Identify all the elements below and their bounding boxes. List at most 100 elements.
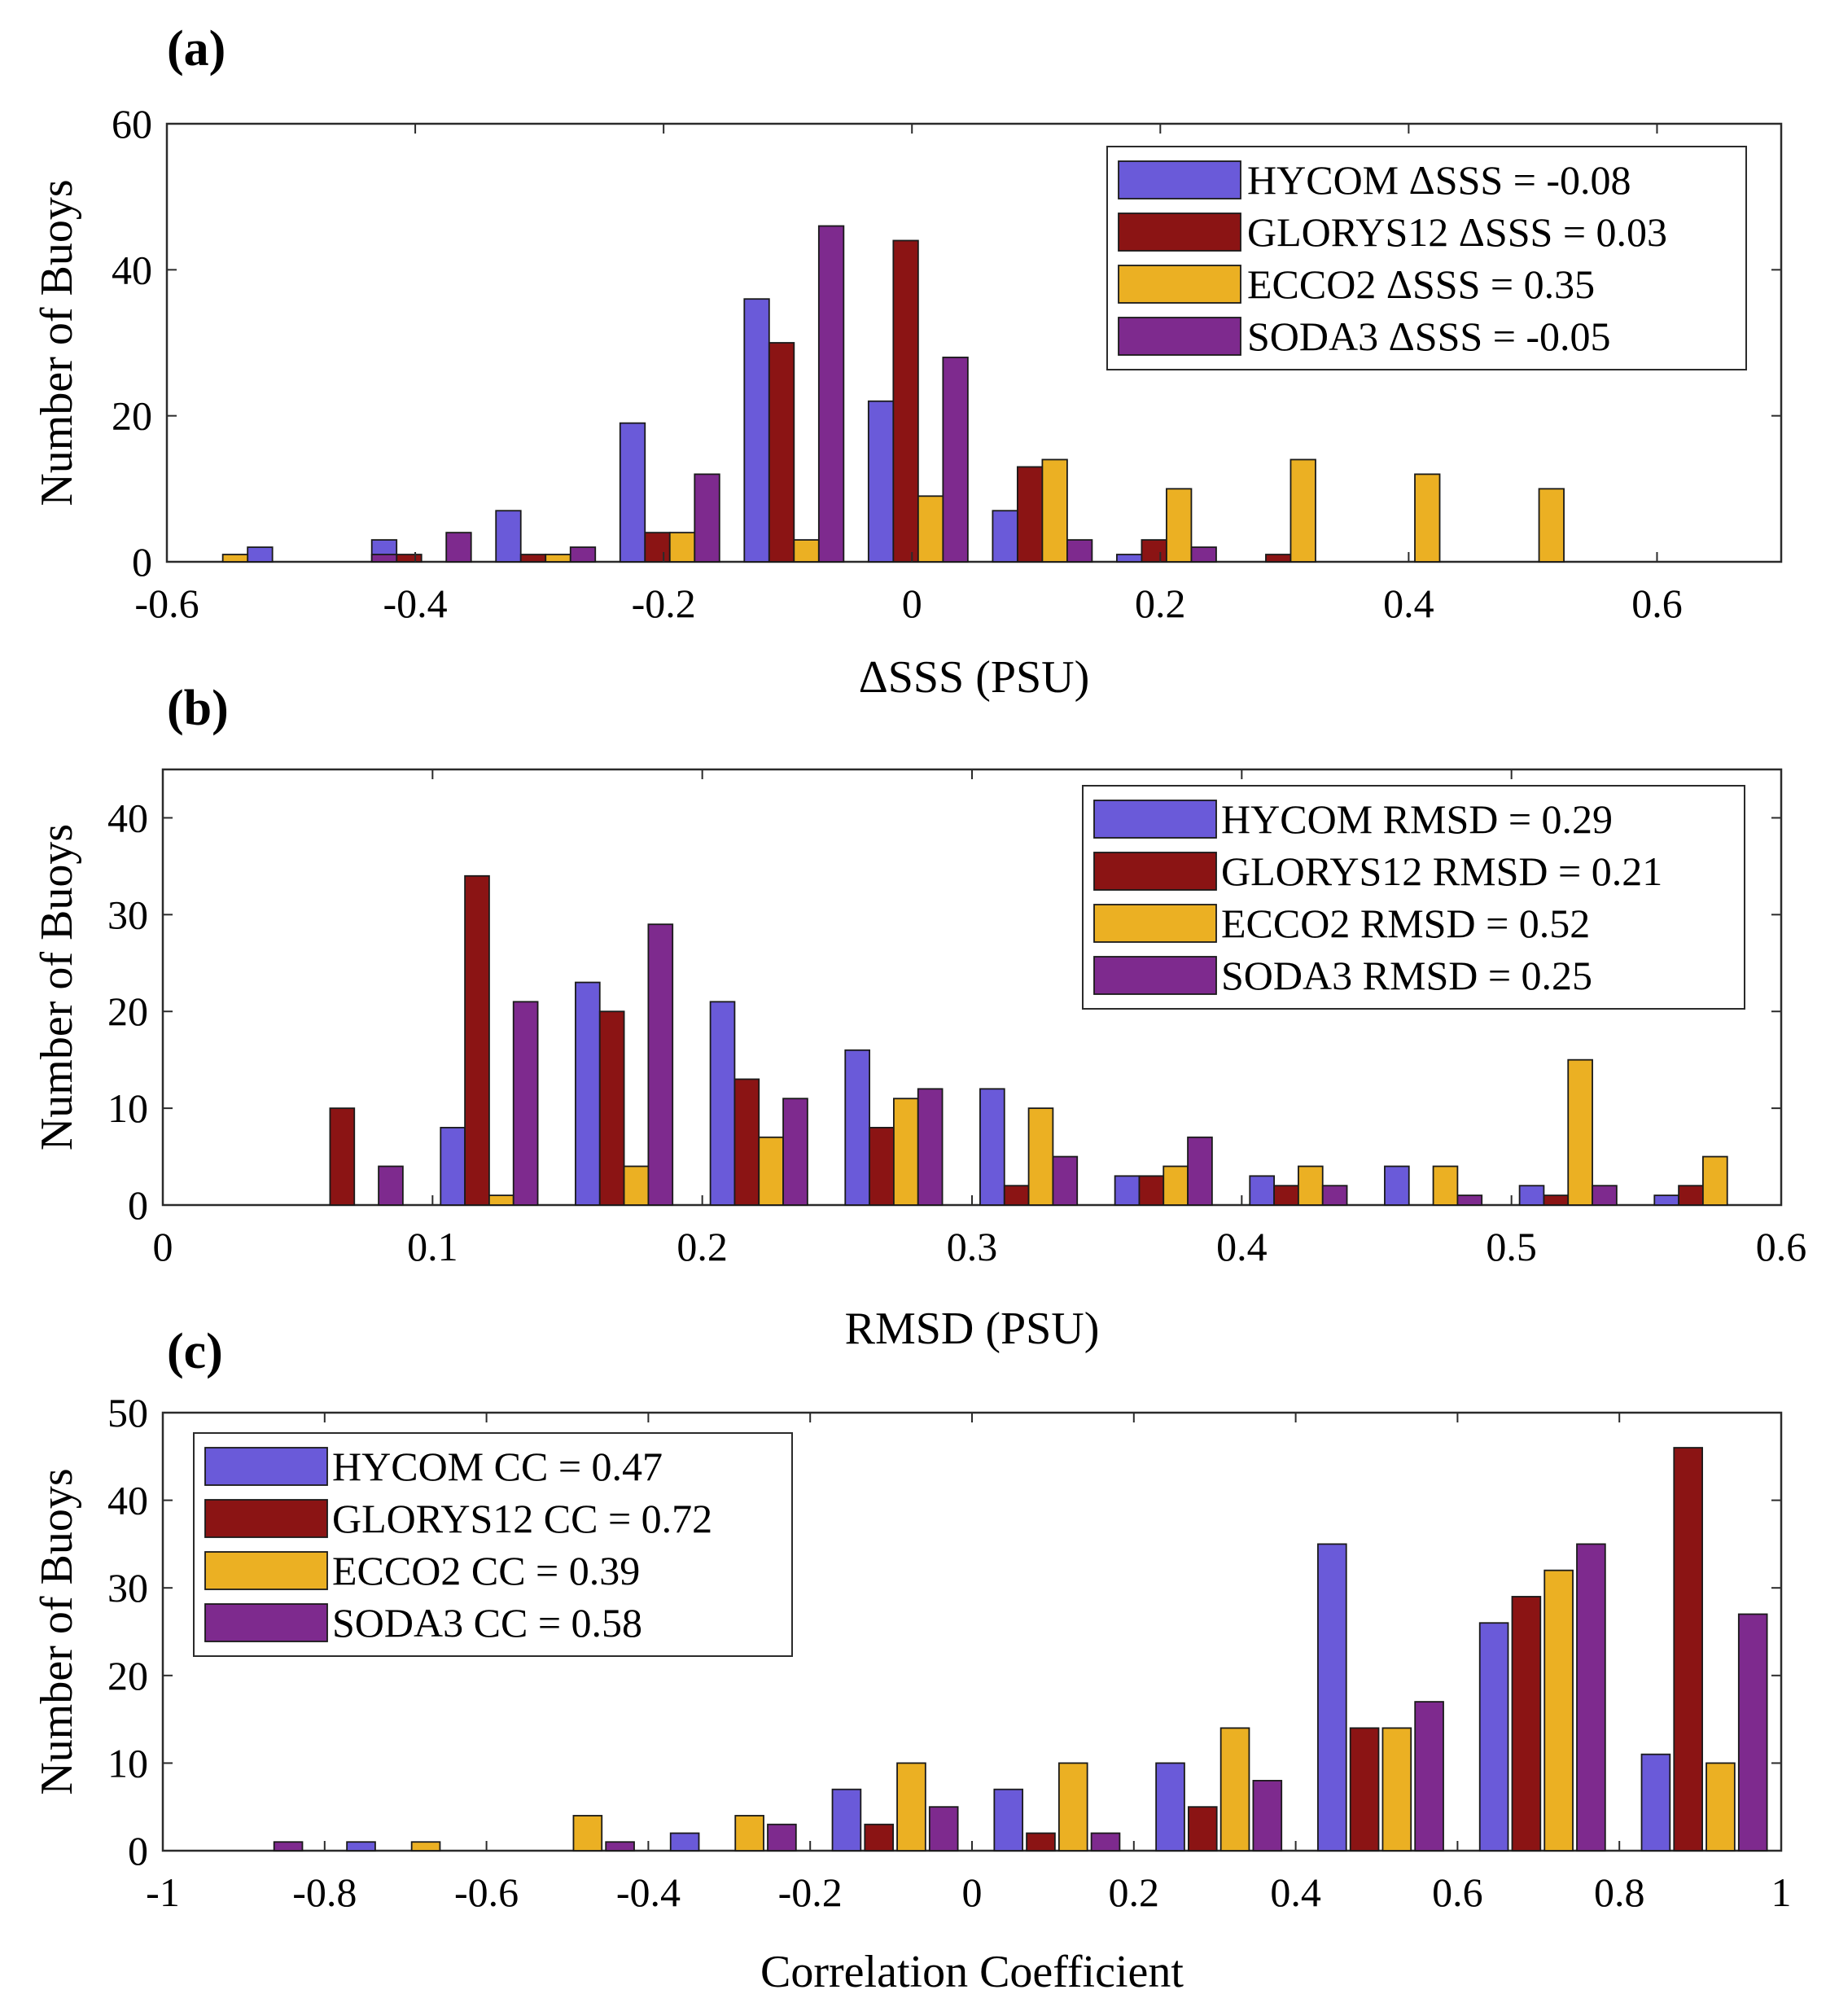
bar-soda3: [445, 532, 472, 563]
bar-soda3: [647, 923, 674, 1206]
legend-swatch-hycom: [204, 1447, 328, 1486]
bar-hycom: [495, 510, 522, 563]
bar-soda3: [942, 357, 969, 563]
bar-hycom: [1116, 554, 1143, 563]
bar-ecco2: [1298, 1165, 1324, 1206]
bar-soda3: [605, 1841, 635, 1852]
bar-glorys12: [1003, 1185, 1030, 1206]
bar-ecco2: [1702, 1155, 1728, 1206]
bar-hycom: [1653, 1194, 1679, 1206]
legend-entry-glorys12: GLORYS12 CC = 0.72: [332, 1496, 712, 1541]
bar-soda3: [378, 1165, 404, 1206]
bar-hycom: [440, 1126, 466, 1206]
chart-panel-0: (a) -0.6 -0.4 -0.2 0 0.2 0.4 0.6 0 20 40 60 ΔSSS (PS…: [32, 21, 1783, 703]
bar-hycom: [1640, 1753, 1671, 1852]
bar-hycom: [575, 981, 601, 1206]
bar-hycom: [247, 546, 274, 563]
bar-glorys12: [1678, 1185, 1704, 1206]
y-tick-label: 0: [132, 539, 152, 585]
bar-hycom: [619, 422, 646, 563]
bar-soda3: [273, 1841, 304, 1852]
bar-ecco2: [1289, 458, 1316, 563]
bar-soda3: [1252, 1780, 1283, 1852]
y-axis-label: Number of Buoys: [32, 824, 82, 1150]
legend-entry-glorys12: GLORYS12 RMSD = 0.21: [1221, 848, 1662, 894]
x-tick-label: -0.4: [616, 1869, 681, 1915]
chart-panel-2: (c)-1 -0.8 -0.6 -0.4 -0.2 0 0.2 0.4 0.6 0.8 101020…: [32, 1324, 1792, 1997]
bar-soda3: [694, 473, 720, 563]
bar-ecco2: [1166, 488, 1193, 563]
y-tick-label: 60: [112, 101, 152, 147]
legend-swatch-soda3: [204, 1603, 328, 1642]
bar-hycom: [844, 1049, 870, 1206]
legend-entry-soda3: SODA3 ΔSSS = -0.05: [1247, 313, 1611, 359]
bar-ecco2: [917, 495, 944, 563]
x-tick-label: 0.2: [676, 1224, 728, 1269]
bar-soda3: [370, 554, 398, 563]
bar-ecco2: [1414, 473, 1441, 563]
legend-swatch-soda3: [1118, 317, 1241, 356]
x-tick-label: 0.6: [1432, 1869, 1483, 1915]
legend: HYCOM CC = 0.47 GLORYS12 CC = 0.72 ECCO2 C…: [193, 1432, 793, 1657]
legend: HYCOM RMSD = 0.29 GLORYS12 RMSD = 0.21 ECC…: [1082, 785, 1745, 1010]
bar-hycom: [1249, 1175, 1275, 1206]
bar-hycom: [1478, 1622, 1509, 1852]
bar-soda3: [817, 225, 845, 563]
y-tick-label: 10: [107, 1085, 148, 1131]
bar-glorys12: [1187, 1806, 1218, 1852]
y-tick-label: 0: [128, 1182, 148, 1228]
x-axis-label: ΔSSS (PSU): [859, 652, 1089, 703]
y-tick-label: 20: [112, 393, 152, 439]
legend-entry-soda3: SODA3 CC = 0.58: [332, 1600, 642, 1646]
x-axis-label: RMSD (PSU): [845, 1304, 1100, 1354]
bar-ecco2: [410, 1841, 441, 1852]
legend-swatch-soda3: [1093, 956, 1217, 995]
bar-ecco2: [488, 1194, 514, 1206]
bar-soda3: [1592, 1185, 1618, 1206]
bar-hycom: [1518, 1185, 1545, 1206]
bar-ecco2: [1567, 1058, 1593, 1206]
bar-ecco2: [734, 1815, 764, 1852]
bars: [221, 225, 1565, 563]
y-tick-label: 30: [107, 892, 148, 937]
x-tick-label: -0.4: [383, 581, 447, 626]
bar-ecco2: [1057, 1762, 1088, 1852]
legend-entry-soda3: SODA3 RMSD = 0.25: [1221, 953, 1592, 998]
bars: [329, 874, 1728, 1206]
bar-glorys12: [1349, 1727, 1380, 1852]
bar-glorys12: [768, 342, 795, 563]
bar-glorys12: [1141, 539, 1167, 563]
bar-hycom: [1114, 1175, 1141, 1206]
x-tick-label: -0.2: [778, 1869, 843, 1915]
y-tick-label: 50: [107, 1390, 148, 1435]
bar-soda3: [569, 546, 597, 563]
x-tick-label: 0.2: [1135, 581, 1186, 626]
legend-entry-hycom: HYCOM RMSD = 0.29: [1221, 796, 1613, 842]
x-tick-label: 0.4: [1216, 1224, 1268, 1269]
bar-glorys12: [733, 1078, 760, 1206]
bar-soda3: [1414, 1701, 1444, 1852]
bar-glorys12: [1273, 1185, 1299, 1206]
x-tick-label: 0.5: [1486, 1224, 1537, 1269]
x-tick-label: 0.8: [1594, 1869, 1645, 1915]
bar-hycom: [993, 1788, 1024, 1852]
y-tick-label: 30: [107, 1565, 148, 1611]
x-tick-label: 0.6: [1756, 1224, 1807, 1269]
bar-ecco2: [623, 1165, 650, 1206]
bar-glorys12: [1026, 1832, 1056, 1852]
x-tick-label: -0.6: [454, 1869, 519, 1915]
bar-ecco2: [572, 1815, 603, 1852]
bar-soda3: [1187, 1136, 1213, 1206]
x-tick-label: -0.6: [134, 581, 199, 626]
bar-soda3: [1456, 1194, 1483, 1206]
legend-entry-glorys12: GLORYS12 ΔSSS = 0.03: [1247, 209, 1667, 255]
legend-entry-ecco2: ECCO2 CC = 0.39: [332, 1548, 640, 1593]
bar-ecco2: [668, 532, 696, 563]
y-tick-label: 40: [112, 247, 152, 292]
bar-glorys12: [1511, 1596, 1542, 1852]
bar-hycom: [1384, 1165, 1410, 1206]
bar-ecco2: [1432, 1165, 1459, 1206]
legend-swatch-glorys12: [1118, 213, 1241, 252]
bar-hycom: [831, 1788, 862, 1852]
x-tick-label: 0.1: [407, 1224, 458, 1269]
